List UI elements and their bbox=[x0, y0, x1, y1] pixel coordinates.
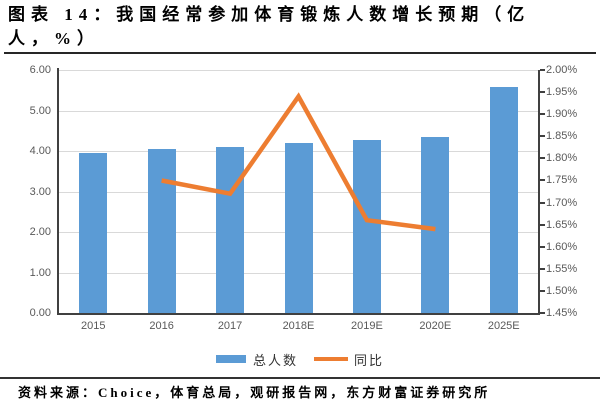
right-axis-tick-label: 1.65% bbox=[546, 218, 578, 231]
x-axis-label-2016: 2016 bbox=[149, 320, 174, 332]
bar-2020E bbox=[421, 136, 450, 313]
right-axis-tick-label: 1.55% bbox=[546, 262, 578, 275]
figure-title-line1: 图表 14：我国经常参加体育锻炼人数增长预期（亿 bbox=[8, 5, 531, 24]
right-axis-labels: 2.00% 1.95% 1.90% 1.85% 1.80% 1.75% 1.70% 1.65%… bbox=[546, 64, 596, 319]
left-axis-tick-label: 5.00 bbox=[29, 104, 51, 117]
yoy-line bbox=[161, 92, 436, 232]
right-axis-tick-label: 1.85% bbox=[546, 130, 578, 143]
right-axis-tick-label: 1.75% bbox=[546, 174, 578, 187]
left-axis-tick-label: 1.00 bbox=[29, 266, 51, 279]
bottom-axis-line bbox=[57, 313, 540, 315]
right-axis-tick-mark bbox=[540, 223, 545, 226]
x-axis-label-2025E: 2025E bbox=[487, 320, 520, 332]
gridline bbox=[59, 110, 538, 112]
footer-divider bbox=[0, 377, 600, 379]
right-axis-tick-mark bbox=[540, 91, 545, 94]
bar-2015 bbox=[79, 153, 108, 313]
right-axis-tick-mark bbox=[540, 312, 545, 314]
right-axis-tick-mark bbox=[540, 245, 545, 248]
figure-title: 图表 14：我国经常参加体育锻炼人数增长预期（亿 人，%） bbox=[8, 3, 536, 51]
right-axis-tick-mark bbox=[540, 179, 545, 182]
left-axis-line bbox=[57, 68, 59, 315]
left-axis-tick-label: 4.00 bbox=[29, 145, 51, 157]
right-axis-tick-mark bbox=[540, 267, 545, 270]
right-axis-tick-mark bbox=[540, 289, 545, 292]
figure-title-line2: 人，%） bbox=[8, 29, 100, 48]
left-axis-tick-label: 6.00 bbox=[29, 64, 51, 76]
right-axis-tick-label: 1.90% bbox=[546, 108, 578, 121]
right-axis-tick-mark bbox=[540, 113, 545, 116]
source-note: 资料来源：Choice，体育总局，观研报告网，东方财富证券研究所 bbox=[18, 385, 491, 400]
legend-bar-swatch bbox=[215, 355, 246, 363]
right-axis-tick-mark bbox=[540, 157, 545, 160]
right-axis-tick-mark bbox=[540, 201, 545, 204]
x-axis-label-2018E: 2018E bbox=[282, 320, 315, 332]
right-axis-tick-label: 1.70% bbox=[546, 196, 578, 209]
left-axis-labels: 6.00 5.00 4.00 3.00 2.00 1.00 0.00 bbox=[0, 64, 51, 319]
right-axis-ticks bbox=[540, 69, 545, 314]
right-axis-tick-label: 1.50% bbox=[546, 284, 578, 297]
legend-line-label: 同比 bbox=[354, 352, 385, 368]
plot-area bbox=[59, 70, 538, 313]
bar-2025E bbox=[489, 87, 518, 313]
right-axis-tick-label: 2.00% bbox=[546, 64, 578, 76]
legend-line-swatch bbox=[314, 357, 348, 361]
bar-2017 bbox=[216, 146, 245, 313]
chart-legend: 总人数 同比 bbox=[0, 349, 600, 369]
legend-bar-label: 总人数 bbox=[252, 352, 298, 368]
x-axis-label-2015: 2015 bbox=[80, 320, 106, 332]
right-axis-tick-label: 1.45% bbox=[546, 307, 578, 319]
left-axis-tick-label: 0.00 bbox=[29, 307, 51, 319]
yoy-line-layer bbox=[161, 92, 436, 232]
gridline bbox=[59, 70, 538, 71]
combo-chart: 6.00 5.00 4.00 3.00 2.00 1.00 0.00 2.00% 1.95% 1… bbox=[0, 56, 600, 376]
x-axis-label-2017: 2017 bbox=[217, 320, 243, 332]
right-axis-tick-label: 1.60% bbox=[546, 240, 578, 253]
left-axis-tick-label: 2.00 bbox=[29, 226, 51, 238]
right-axis-tick-label: 1.95% bbox=[546, 86, 578, 99]
right-axis-line bbox=[538, 70, 540, 315]
x-axis-label-2020E: 2020E bbox=[419, 320, 452, 332]
left-axis-tick-label: 3.00 bbox=[29, 185, 51, 198]
right-axis-tick-label: 1.80% bbox=[546, 152, 578, 165]
bar-2019E bbox=[352, 139, 381, 313]
x-axis-labels: 2015 2016 2017 2018E 2019E 2020E 2025E bbox=[59, 320, 538, 332]
bar-2018E bbox=[284, 142, 313, 313]
title-divider bbox=[4, 52, 596, 54]
right-axis-tick-mark bbox=[540, 135, 545, 138]
bar-2016 bbox=[147, 149, 176, 313]
right-axis-tick-mark bbox=[540, 69, 545, 71]
x-axis-label-2019E: 2019E bbox=[350, 320, 383, 332]
